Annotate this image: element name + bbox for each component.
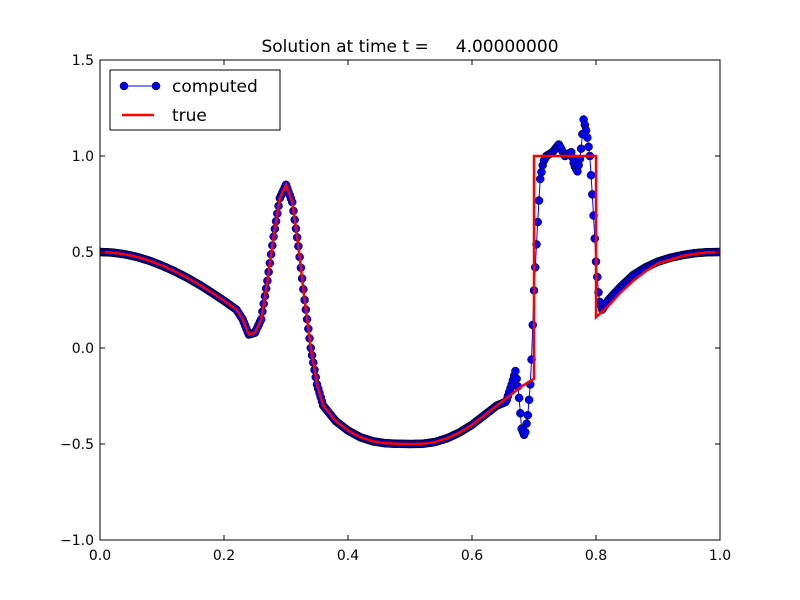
computed-point (521, 427, 530, 437)
computed-point (524, 395, 534, 405)
computed-point (584, 142, 593, 152)
computed-point (583, 133, 592, 142)
y-tick-label: −0.5 (60, 437, 94, 453)
computed-point (586, 170, 596, 180)
x-tick-label: 0.8 (585, 548, 607, 564)
computed-point (537, 167, 546, 177)
legend-computed-marker-left (119, 81, 129, 91)
computed-point (511, 366, 520, 376)
x-tick-label: 0.2 (213, 548, 235, 564)
y-tick-label: −1.0 (60, 533, 94, 549)
x-tick-label: 1.0 (709, 548, 731, 564)
plot-frame (99, 59, 721, 541)
legend-true-label: true (172, 106, 207, 126)
legend-computed-label: computed (172, 77, 258, 97)
computed-point (535, 174, 545, 184)
legend: computed true (109, 69, 281, 131)
computed-point (514, 393, 524, 403)
computed-point (581, 126, 591, 135)
computed-point (516, 409, 525, 418)
legend-computed-marker-right (151, 81, 161, 91)
computed-point (512, 374, 521, 383)
legend-box (109, 69, 281, 131)
computed-point (522, 419, 531, 428)
series-layer (100, 115, 720, 449)
computed-point (534, 196, 544, 205)
y-tick-label: 1.5 (72, 53, 94, 69)
computed-point (523, 410, 533, 420)
y-tick-label: 1.0 (72, 149, 94, 165)
x-tick-label: 0.6 (461, 548, 483, 564)
y-tick-label: 0.0 (72, 341, 94, 357)
series-true-line (100, 154, 720, 446)
x-tick-label: 0.4 (337, 548, 359, 564)
x-tick-label: 0.0 (89, 548, 111, 564)
chart-title: Solution at time t = 4.00000000 (261, 37, 558, 57)
y-tick-label: 0.5 (72, 245, 94, 261)
computed-point (576, 144, 586, 153)
ticks-layer: 0.0 0.2 0.4 0.6 0.8 1.0 −1.0 −0.5 0.0 0.5 1.0 1.5 (60, 53, 731, 564)
